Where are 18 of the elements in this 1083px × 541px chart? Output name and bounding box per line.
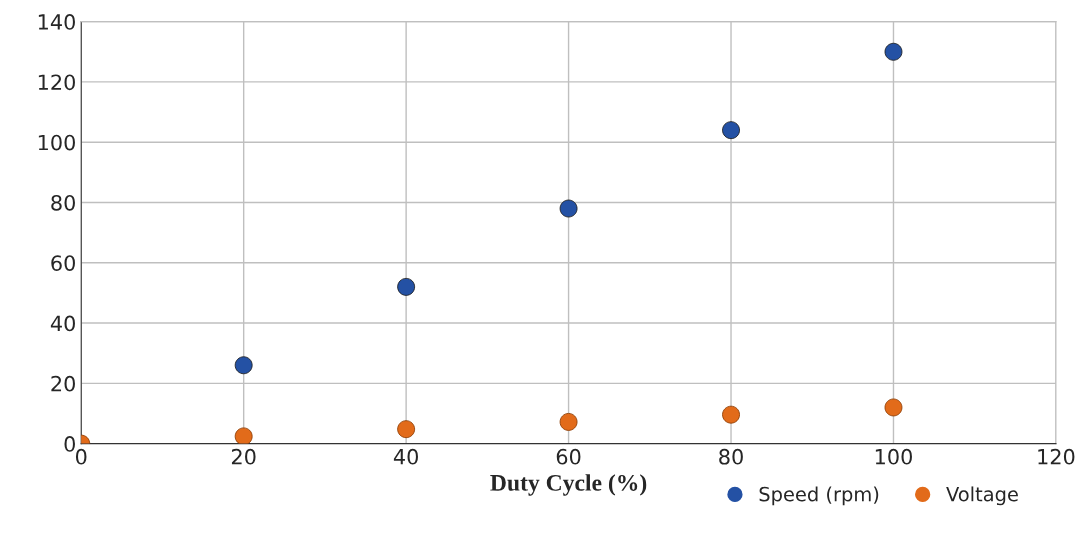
x-tick-label: 80 (719, 448, 743, 465)
y-tick-label: 140 (38, 14, 75, 30)
y-tick-label: 0 (64, 436, 75, 452)
x-tick-label: 120 (1038, 448, 1075, 465)
x-tick-label: 100 (875, 448, 912, 465)
x-tick-label: 60 (556, 448, 581, 465)
x-tick-label: 0 (75, 448, 87, 465)
x-tick-label: 40 (393, 448, 418, 465)
y-tick-label: 40 (50, 315, 75, 332)
y-tick-label: 120 (38, 74, 75, 91)
y-tick-label: 60 (51, 255, 75, 271)
x-tick-label: 20 (231, 448, 256, 465)
y-tick-label: 100 (38, 134, 75, 151)
y-tick-label: 20 (51, 375, 75, 392)
x-axis-title: Duty Cycle (%) (490, 474, 647, 496)
legend-label: Voltage (946, 486, 1018, 506)
legend-label: Speed (rpm) (759, 486, 879, 506)
y-tick-label: 80 (51, 194, 75, 211)
